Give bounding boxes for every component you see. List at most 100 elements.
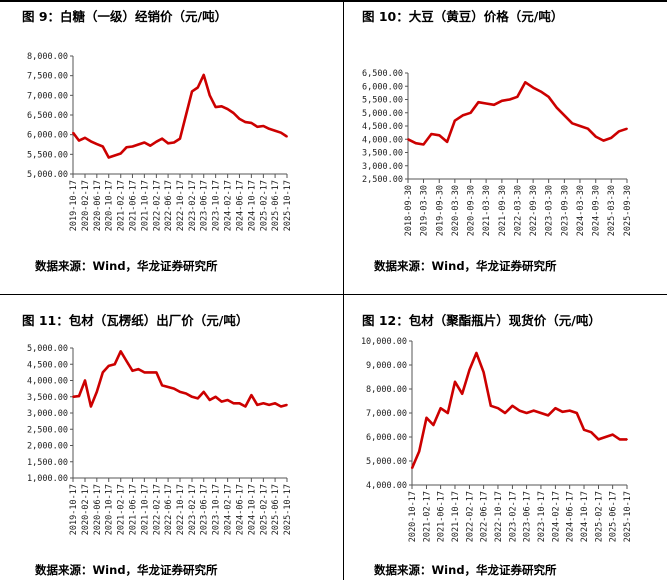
x-tick-label: 2022-06-17 xyxy=(164,484,174,535)
y-tick-label: 3,000.00 xyxy=(27,409,68,419)
y-tick-label: 7,000.00 xyxy=(27,91,68,101)
data-point xyxy=(563,114,566,117)
panel-1-chart: 5,000.00 5,500.00 6,000.00 6,500.00 7,000.00… xyxy=(27,52,293,231)
data-point xyxy=(571,122,574,125)
data-point xyxy=(256,404,259,406)
x-tick-label: 2025-10-17 xyxy=(283,180,293,231)
x-tick-label: 2023-10-17 xyxy=(537,491,547,542)
data-point xyxy=(214,106,217,108)
data-point xyxy=(196,397,199,400)
data-point xyxy=(482,371,485,374)
y-tick-label: 2,500.00 xyxy=(27,425,68,435)
data-point xyxy=(461,114,464,117)
data-point xyxy=(611,433,614,436)
data-point xyxy=(590,431,593,434)
data-point xyxy=(508,98,511,101)
data-point xyxy=(547,414,549,417)
data-point xyxy=(579,125,581,127)
data-point xyxy=(555,106,558,109)
y-tick-label: 6,500.00 xyxy=(27,111,68,121)
data-point xyxy=(414,142,417,145)
x-tick-label: 2025-09-30 xyxy=(623,185,633,236)
x-tick-label: 2020-09-30 xyxy=(467,185,477,236)
panel-4-chart: 4,000.00 5,000.00 6,000.00 7,000.00 8,000.00… xyxy=(361,337,633,542)
data-point xyxy=(286,404,288,406)
data-point xyxy=(208,399,211,401)
panel-2-title: 图 10：大豆（黄豆）价格（元/吨） xyxy=(362,9,564,24)
panel-3-source: 数据来源：Wind，华龙证券研究所 xyxy=(35,563,218,577)
series-line xyxy=(407,80,628,146)
data-point xyxy=(532,409,535,412)
data-point xyxy=(280,405,282,408)
data-point xyxy=(167,386,170,388)
x-tick-label: 2023-02-17 xyxy=(188,180,198,231)
data-point xyxy=(179,137,181,140)
x-tick-label: 2019-03-30 xyxy=(420,185,430,236)
y-tick-label: 5,500.00 xyxy=(362,96,403,106)
data-point xyxy=(125,360,128,362)
y-tick-label: 5,000.00 xyxy=(362,109,403,119)
data-point xyxy=(446,412,449,414)
data-point xyxy=(422,143,425,146)
data-point xyxy=(525,412,528,414)
data-point xyxy=(475,352,478,354)
data-point xyxy=(173,141,175,144)
data-point xyxy=(540,412,542,414)
x-tick-label: 2022-10-17 xyxy=(176,180,186,231)
data-point xyxy=(244,121,247,123)
data-point xyxy=(602,139,605,142)
data-point xyxy=(72,131,74,134)
data-point xyxy=(262,402,265,405)
x-tick-label: 2022-02-17 xyxy=(465,491,475,542)
x-tick-label: 2024-02-17 xyxy=(224,180,234,231)
x-tick-label: 2019-10-17 xyxy=(69,180,79,231)
y-tick-label: 5,000.00 xyxy=(366,457,407,467)
data-point xyxy=(226,108,229,110)
data-point xyxy=(618,438,621,441)
x-tick-label: 2019-09-30 xyxy=(435,185,445,236)
data-point xyxy=(425,416,428,419)
y-tick-label: 1,000.00 xyxy=(27,474,68,484)
data-point xyxy=(626,127,628,130)
data-point xyxy=(161,137,164,140)
data-point xyxy=(286,135,288,138)
x-tick-label: 2021-10-17 xyxy=(451,491,461,542)
data-point xyxy=(119,350,122,353)
data-point xyxy=(101,371,104,374)
data-point xyxy=(274,402,276,405)
data-point xyxy=(524,81,527,84)
data-point xyxy=(84,379,86,382)
panel-4-title: 图 12：包材（聚酯瓶片）现货价（元/吨） xyxy=(362,313,601,328)
x-tick-label: 2025-03-30 xyxy=(607,185,617,236)
x-tick-label: 2024-06-17 xyxy=(566,491,576,542)
data-point xyxy=(95,143,98,145)
y-tick-label: 4,500.00 xyxy=(362,122,403,132)
data-point xyxy=(268,127,270,130)
data-point xyxy=(575,412,578,414)
x-tick-label: 2022-02-17 xyxy=(152,180,162,231)
y-tick-label: 5,000.00 xyxy=(27,344,68,354)
data-point xyxy=(430,133,433,135)
data-point xyxy=(468,368,471,371)
y-tick-label: 4,000.00 xyxy=(366,481,407,491)
data-point xyxy=(497,407,499,410)
x-tick-label: 2022-10-17 xyxy=(494,491,504,542)
y-tick-label: 4,000.00 xyxy=(362,135,403,145)
x-tick-label: 2024-02-17 xyxy=(551,491,561,542)
panel-1-source: 数据来源：Wind，华龙证券研究所 xyxy=(35,259,218,273)
data-point xyxy=(610,137,613,139)
data-point xyxy=(268,404,270,406)
data-point xyxy=(107,365,110,367)
data-point xyxy=(489,404,492,407)
x-tick-label: 2018-09-30 xyxy=(404,185,414,236)
y-tick-label: 2,000.00 xyxy=(27,442,68,452)
x-tick-label: 2020-06-17 xyxy=(93,484,103,535)
x-tick-label: 2023-06-17 xyxy=(200,484,210,535)
data-point xyxy=(167,142,170,145)
x-tick-label: 2024-10-17 xyxy=(247,484,257,535)
data-point xyxy=(453,119,456,122)
data-point xyxy=(511,404,514,407)
x-tick-label: 2020-10-17 xyxy=(105,180,115,231)
x-tick-label: 2025-06-17 xyxy=(271,484,281,535)
